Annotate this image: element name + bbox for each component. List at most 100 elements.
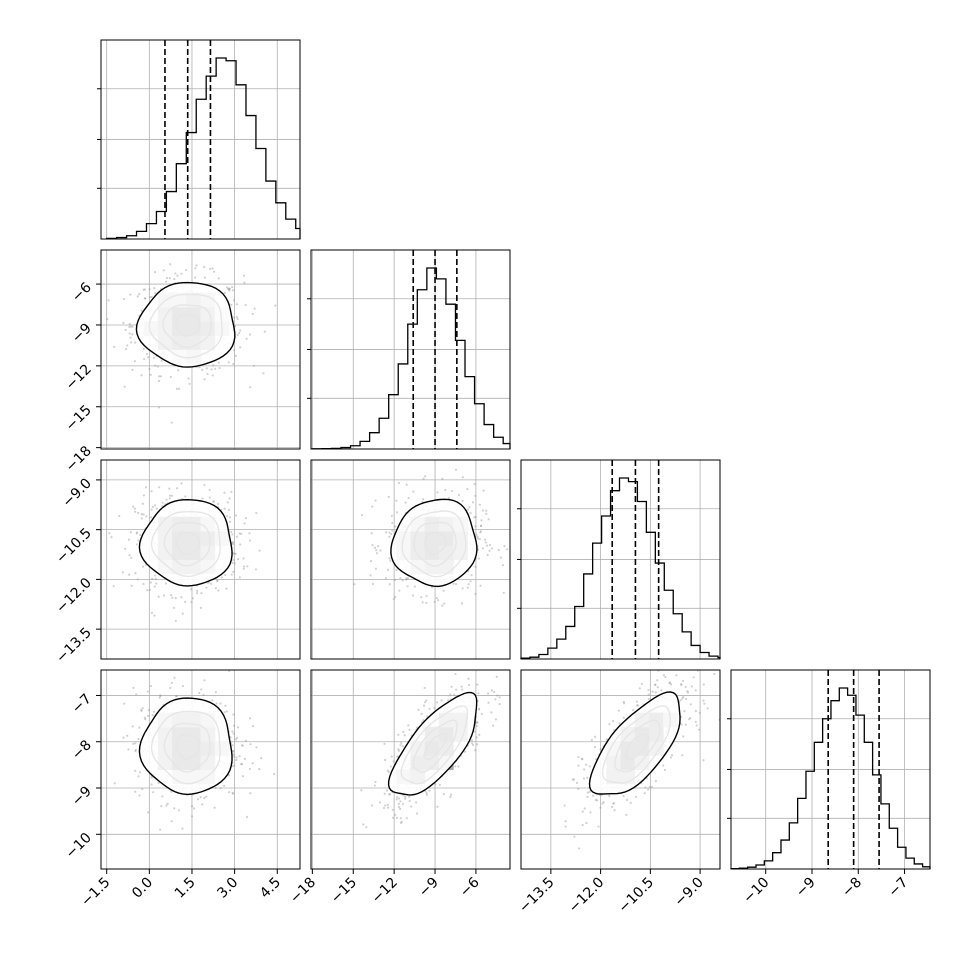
- scatter-point: [145, 515, 148, 518]
- scatter-point: [232, 552, 235, 555]
- scatter-point: [150, 295, 153, 299]
- scatter-point: [154, 292, 157, 295]
- scatter-point: [143, 288, 146, 291]
- scatter-point: [476, 537, 480, 540]
- scatter-point: [152, 356, 156, 359]
- scatter-point: [397, 805, 401, 809]
- scatter-point: [161, 795, 164, 798]
- scatter-point: [118, 514, 121, 518]
- scatter-point: [240, 532, 243, 535]
- scatter-point: [180, 482, 183, 485]
- scatter-point: [422, 704, 426, 707]
- scatter-point: [170, 594, 173, 597]
- scatter-point: [474, 525, 477, 528]
- scatter-point: [601, 802, 604, 805]
- scatter-point: [137, 775, 140, 778]
- scatter-point: [201, 803, 204, 806]
- scatter-point: [225, 514, 229, 518]
- scatter-point: [405, 577, 408, 580]
- scatter-point: [168, 487, 171, 490]
- scatter-point: [255, 746, 258, 749]
- scatter-point: [588, 765, 591, 768]
- scatter-point: [231, 286, 234, 289]
- scatter-point: [593, 746, 597, 749]
- scatter-point: [239, 346, 242, 349]
- scatter-point: [391, 816, 395, 819]
- scatter-point: [412, 490, 415, 493]
- scatter-point: [478, 538, 481, 541]
- scatter-point: [232, 570, 235, 574]
- scatter-point: [238, 532, 241, 535]
- scatter-point: [669, 683, 673, 686]
- scatter-point: [449, 693, 452, 696]
- scatter-point: [479, 524, 483, 528]
- scatter-point: [227, 288, 230, 291]
- scatter-point: [371, 582, 375, 586]
- scatter-point: [563, 804, 566, 807]
- scatter-point: [184, 600, 187, 603]
- scatter-point: [235, 756, 238, 759]
- density-panel: [563, 670, 720, 850]
- scatter-point: [394, 596, 397, 599]
- scatter-point: [203, 483, 206, 487]
- scatter-point: [394, 813, 397, 816]
- scatter-point: [243, 281, 246, 284]
- scatter-point: [503, 545, 506, 548]
- scatter-point: [177, 809, 180, 812]
- scatter-point: [437, 599, 440, 602]
- scatter-point: [181, 827, 184, 830]
- scatter-point: [490, 689, 494, 692]
- scatter-point: [386, 803, 389, 806]
- scatter-point: [232, 558, 235, 562]
- scatter-point: [232, 316, 236, 319]
- scatter-point: [158, 696, 161, 699]
- histogram-step: [311, 267, 511, 450]
- scatter-point: [134, 749, 137, 753]
- x-tick-label: 0.0: [129, 875, 156, 902]
- scatter-point: [154, 504, 157, 507]
- scatter-point: [165, 276, 169, 280]
- scatter-point: [144, 297, 147, 300]
- scatter-point: [479, 530, 483, 533]
- scatter-point: [420, 712, 423, 715]
- scatter-point: [391, 808, 394, 811]
- scatter-point: [612, 719, 615, 723]
- scatter-point: [149, 684, 153, 688]
- scatter-point: [136, 578, 139, 581]
- scatter-point: [203, 276, 207, 279]
- scatter-point: [376, 545, 380, 548]
- scatter-point: [147, 811, 150, 814]
- scatter-point: [594, 735, 597, 738]
- scatter-point: [234, 552, 237, 555]
- scatter-point: [169, 375, 172, 378]
- scatter-point: [643, 792, 646, 795]
- scatter-point: [698, 711, 701, 714]
- scatter-point: [398, 807, 402, 810]
- scatter-point: [142, 582, 145, 586]
- scatter-point: [634, 795, 638, 799]
- scatter-point: [238, 331, 241, 335]
- scatter-point: [391, 521, 394, 525]
- scatter-point: [235, 758, 238, 762]
- scatter-point: [149, 373, 152, 376]
- scatter-point: [397, 733, 400, 736]
- scatter-point: [394, 578, 397, 582]
- scatter-point: [475, 721, 478, 724]
- scatter-point: [417, 708, 420, 711]
- scatter-point: [467, 683, 471, 687]
- scatter-point: [251, 725, 255, 728]
- scatter-point: [397, 749, 401, 752]
- scatter-point: [414, 801, 418, 804]
- scatter-point: [218, 367, 221, 370]
- scatter-point: [485, 512, 488, 515]
- histogram-step: [106, 57, 301, 240]
- scatter-point: [596, 799, 599, 802]
- panel-frame: [520, 669, 721, 870]
- scatter-point: [206, 372, 209, 376]
- scatter-point: [454, 765, 457, 768]
- scatter-point: [353, 583, 356, 586]
- scatter-point: [229, 520, 232, 523]
- x-tick-label: −10: [740, 875, 772, 907]
- scatter-point: [241, 744, 244, 748]
- scatter-point: [421, 601, 424, 604]
